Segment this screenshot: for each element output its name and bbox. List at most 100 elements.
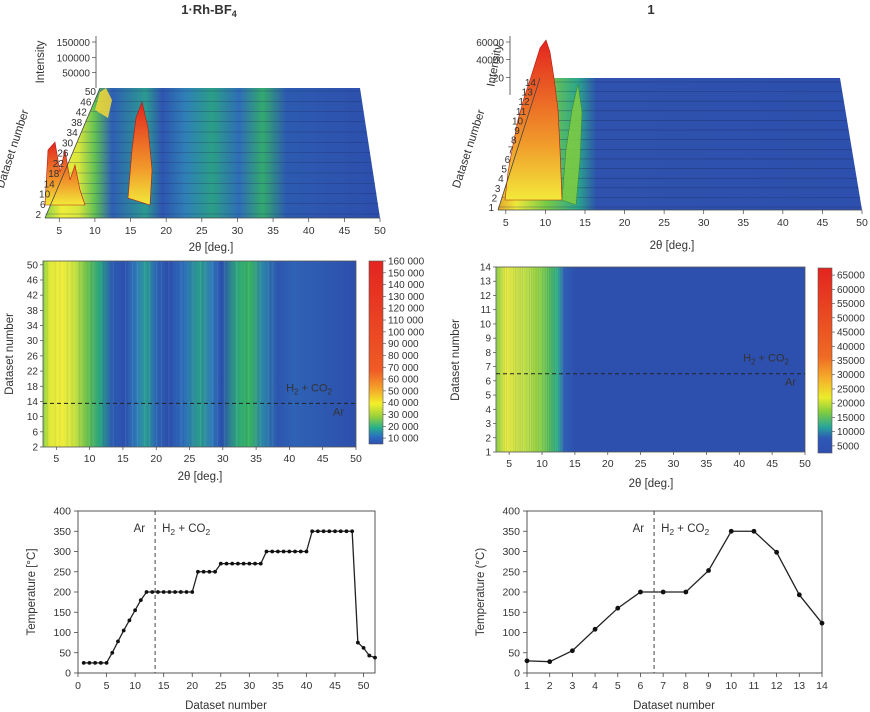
temperature-point [373, 655, 377, 660]
x-tick-label: 45 [766, 458, 778, 470]
left-temperature-y-axis-label: Temperature [°C] [26, 548, 38, 635]
x-tick-label: 5 [53, 453, 59, 465]
temperature-point [121, 628, 126, 633]
left-temperature-points [81, 529, 377, 665]
temperature-point [367, 653, 372, 658]
y-tick-label: 150 [502, 607, 520, 619]
temperature-point [207, 569, 212, 574]
y-tick-label: 400 [53, 506, 71, 518]
temperature-point [524, 658, 530, 664]
y-tick-label: 22 [53, 159, 65, 170]
x-tick-label: 25 [184, 453, 196, 465]
temperature-point [315, 529, 320, 534]
x-tick-label: 50 [799, 458, 811, 470]
x-tick-label: 10 [725, 680, 737, 692]
x-tick-label: 40 [733, 458, 745, 470]
x-tick-label: 35 [737, 217, 749, 229]
y-tick-label: 11 [516, 107, 527, 118]
colorbar-tick-label: 50000 [837, 313, 865, 324]
x-tick-label: 50 [856, 217, 868, 229]
temperature-point [161, 590, 166, 594]
temperature-point [190, 590, 195, 594]
right-temperature-x-ticks: 1 2 3 4 5 6 7 8 9 10 11 12 13 14 [524, 673, 828, 692]
colorbar-tick-label: 40000 [837, 342, 865, 353]
colorbar-tick-label: 20 000 [388, 422, 419, 433]
x-tick-label: 25 [635, 458, 647, 470]
x-tick-label: 15 [158, 680, 170, 692]
colorbar-tick-label: 110 000 [388, 316, 424, 327]
temperature-point [224, 561, 229, 566]
left-3d-surface [45, 88, 380, 218]
temperature-point [355, 640, 360, 645]
x-tick-label: 10 [536, 458, 548, 470]
y-tick-label: 14 [525, 78, 537, 89]
temperature-point [660, 589, 666, 595]
y-tick-label: 0 [514, 668, 520, 680]
left-colorbar [368, 260, 384, 445]
right-panel-title: 1 [647, 2, 654, 17]
y-tick-label: 350 [53, 526, 71, 538]
x-tick-label: 40 [777, 217, 789, 229]
y-tick-label: 10 [512, 116, 524, 127]
x-tick-label: 11 [748, 680, 759, 692]
x-tick-label: 10 [540, 217, 552, 229]
left-3d-ridge-lines [45, 90, 380, 215]
left-temperature-x-axis-label: Dataset number [185, 700, 267, 712]
colorbar-tick-label: 80 000 [388, 351, 419, 362]
y-tick-label: 6 [40, 200, 46, 211]
x-tick-label: 45 [339, 225, 351, 237]
temperature-point [728, 528, 734, 534]
temperature-point [333, 529, 337, 534]
left-3d-surface-plot: 5 10 15 20 25 30 35 40 45 50 26101418222630343842… [0, 36, 386, 254]
temperature-point [213, 569, 217, 574]
right-temperature-series-line [526, 530, 823, 663]
x-tick-label: 45 [329, 680, 341, 692]
left-heatmap-ar-label: Ar [333, 406, 344, 418]
temperature-point [276, 549, 280, 554]
z-tick-label: 40000 [476, 56, 504, 67]
temperature-point [281, 549, 286, 554]
temperature-point [592, 626, 598, 632]
temperature-point [683, 589, 689, 595]
y-tick-label: 13 [480, 277, 492, 288]
x-tick-label: 50 [350, 453, 362, 465]
y-tick-label: 46 [80, 97, 92, 108]
colorbar-tick-label: 35000 [837, 356, 865, 367]
y-tick-label: 9 [485, 334, 491, 345]
colorbar-tick-label: 130 000 [388, 292, 425, 303]
x-tick-label: 45 [317, 453, 329, 465]
temperature-point [167, 590, 172, 594]
colorbar-tick-label: 20000 [837, 399, 865, 410]
colorbar-tick-label: 55000 [837, 299, 865, 310]
x-tick-label: 25 [658, 217, 670, 229]
x-tick-label: 20 [160, 225, 172, 237]
left-panel-title: 1·Rh-BF4 [181, 2, 237, 19]
temperature-point [293, 549, 297, 554]
left-3d-z-ticks: 50000 100000 150000 [57, 38, 96, 80]
temperature-point [344, 529, 349, 534]
x-tick-label: 7 [660, 680, 666, 692]
left-heatmap-field [43, 261, 356, 447]
right-temperature-y-ticks: 0 50 100 150 200 250 300 350 400 [502, 506, 527, 680]
y-tick-label: 18 [48, 169, 60, 180]
temperature-point [304, 549, 309, 554]
y-tick-label: 4 [485, 405, 491, 416]
y-tick-label: 3 [495, 184, 501, 195]
colorbar-tick-label: 10 000 [388, 434, 419, 445]
y-tick-label: 2 [32, 443, 38, 454]
left-3d-peak-mid [127, 100, 153, 206]
temperature-point [327, 529, 332, 534]
x-tick-label: 30 [698, 217, 710, 229]
temperature-point [127, 618, 132, 623]
x-tick-label: 35 [272, 680, 284, 692]
temperature-point [350, 529, 355, 534]
x-tick-label: 5 [506, 458, 512, 470]
right-colorbar [817, 267, 833, 454]
temperature-point [104, 660, 109, 665]
left-heatmap-x-axis-label: 2θ [deg.] [178, 471, 223, 483]
y-tick-label: 10 [39, 190, 51, 201]
y-tick-label: 4 [498, 174, 504, 185]
